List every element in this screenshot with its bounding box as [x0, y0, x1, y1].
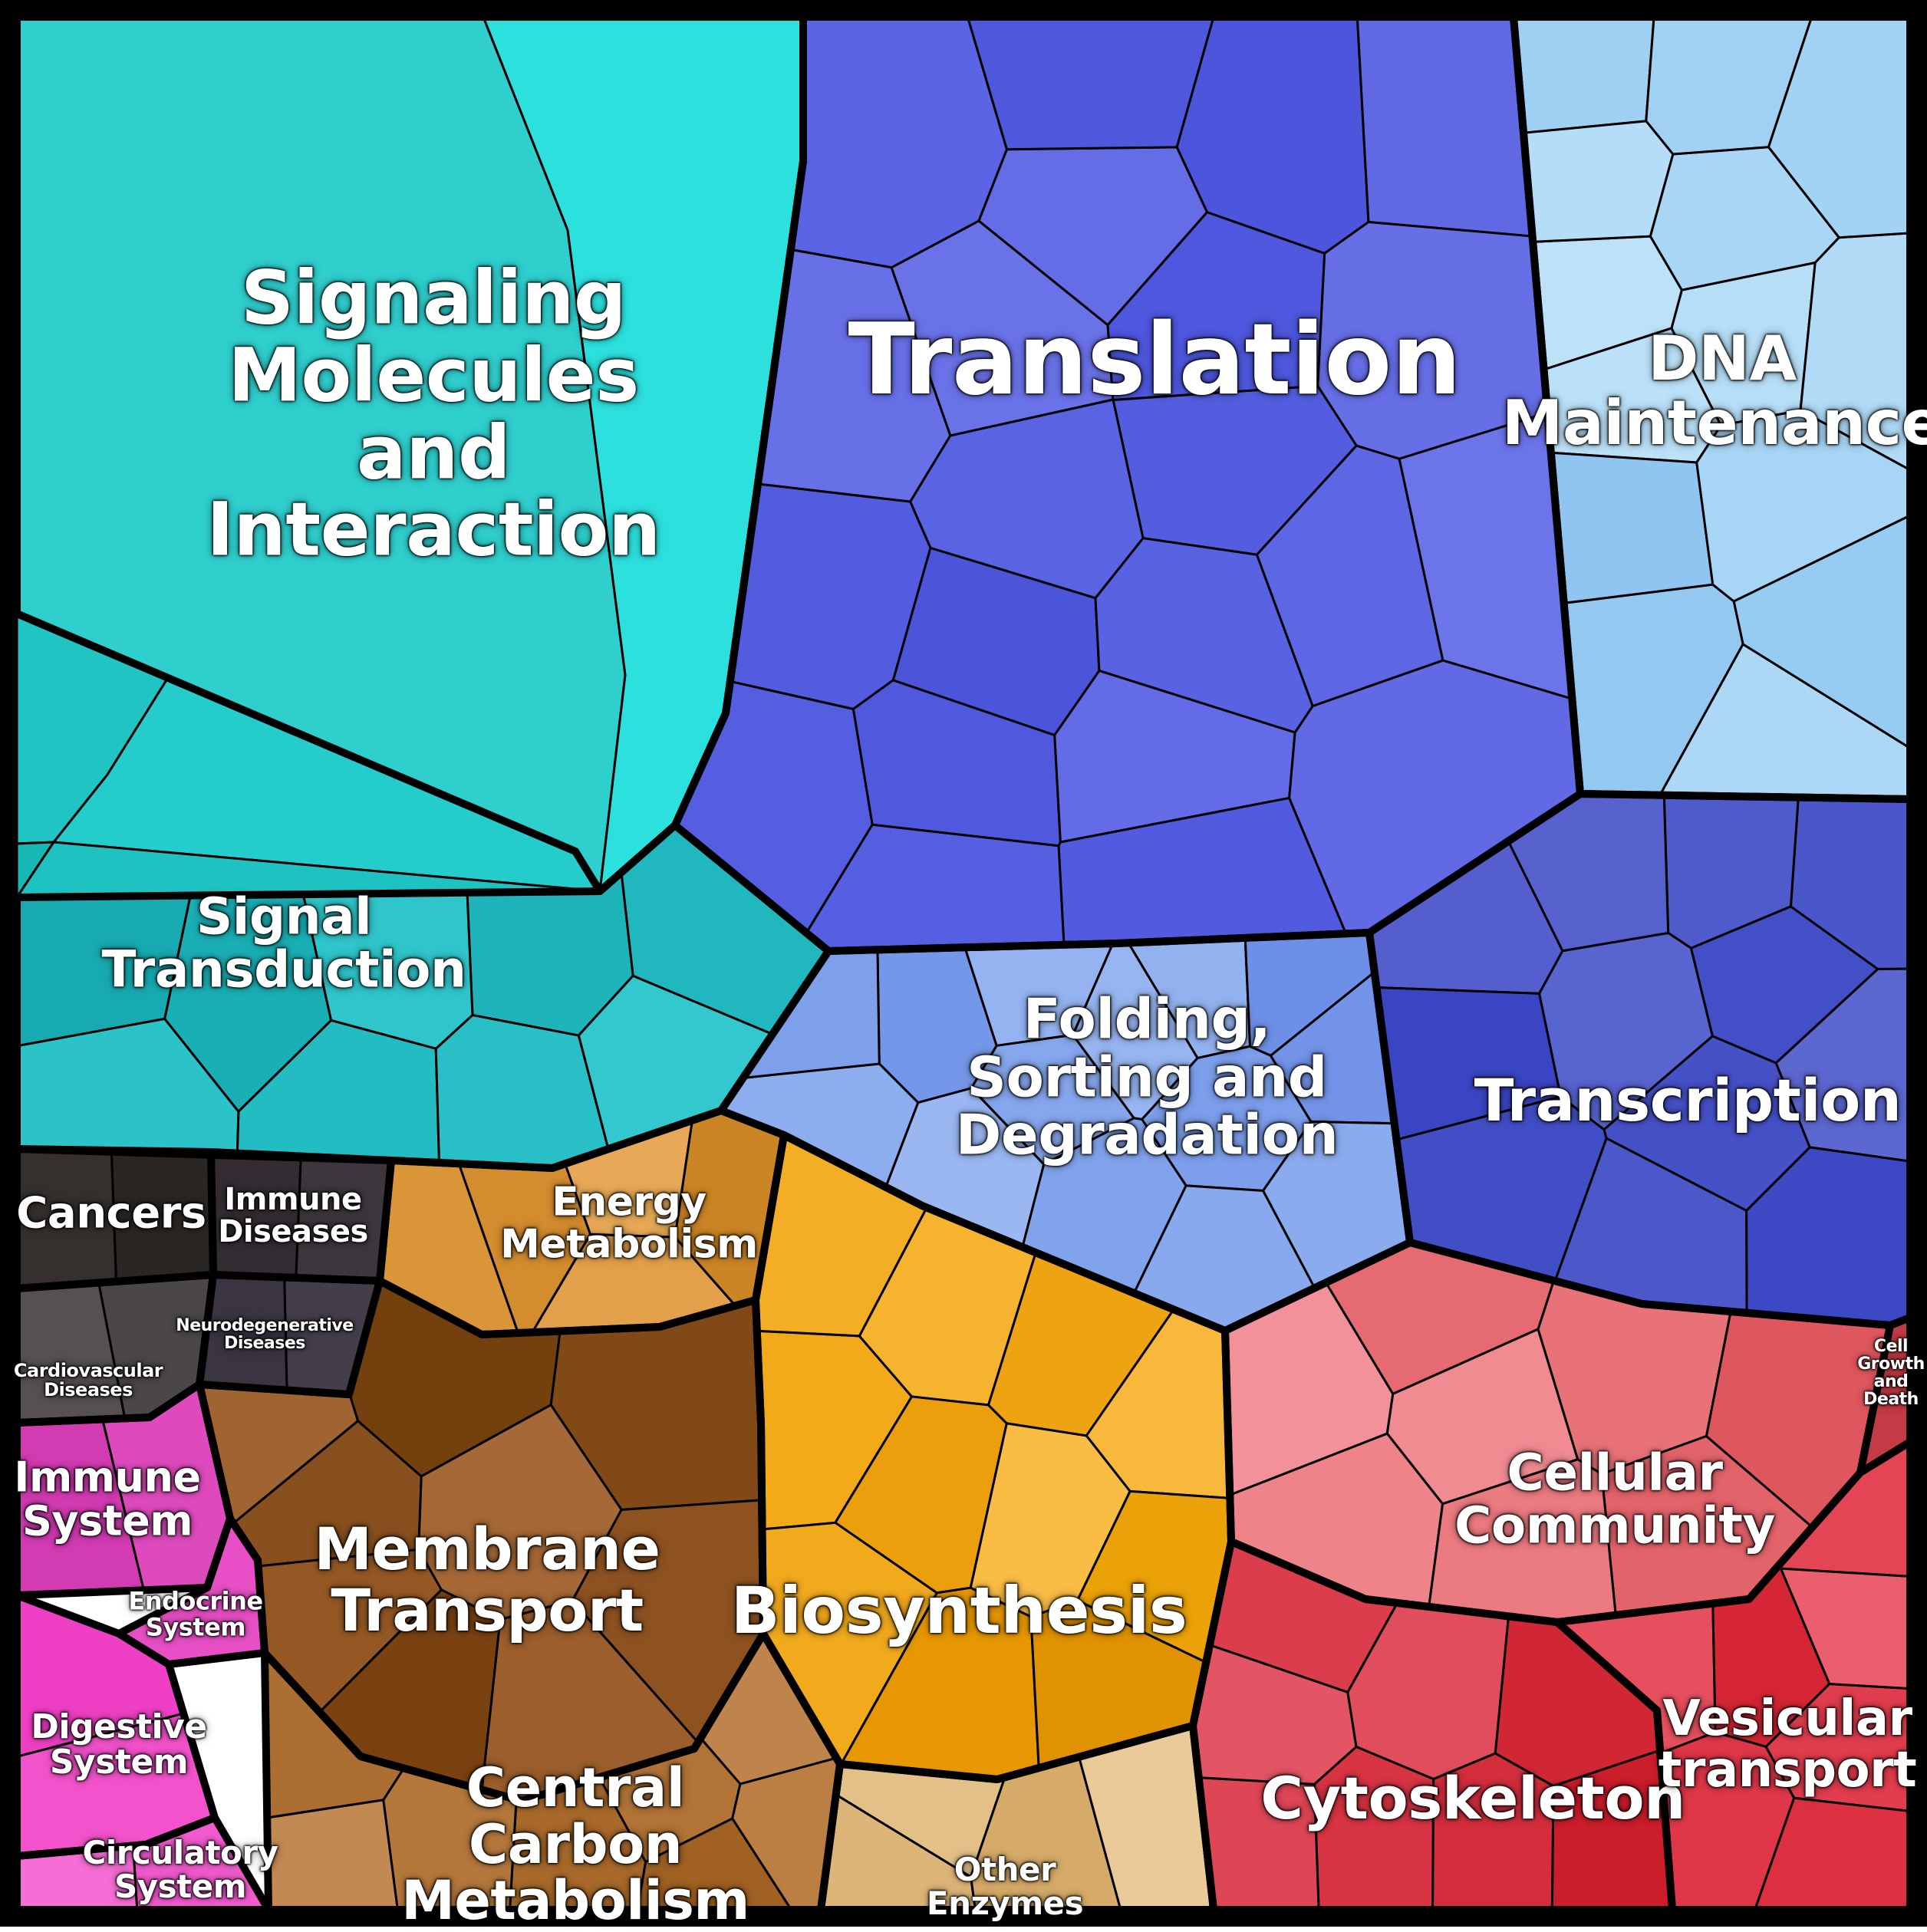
voronoi-treemap: Signaling Molecules and InteractionTrans… — [0, 0, 1927, 1927]
subcell — [1357, 17, 1532, 236]
subcell — [267, 1800, 397, 1910]
subcell — [1514, 17, 1654, 133]
subcells-group — [17, 17, 1910, 1910]
subcell — [967, 17, 1214, 150]
subcell — [1199, 1778, 1319, 1910]
subcell — [17, 1149, 116, 1289]
subcell — [1523, 121, 1673, 242]
subcell — [1433, 1753, 1553, 1910]
subcell — [1551, 453, 1713, 603]
subcell — [211, 1152, 301, 1278]
subcell — [111, 1150, 213, 1282]
voronoi-svg — [0, 0, 1927, 1927]
subcell — [296, 1156, 391, 1281]
subcell — [1318, 222, 1548, 459]
